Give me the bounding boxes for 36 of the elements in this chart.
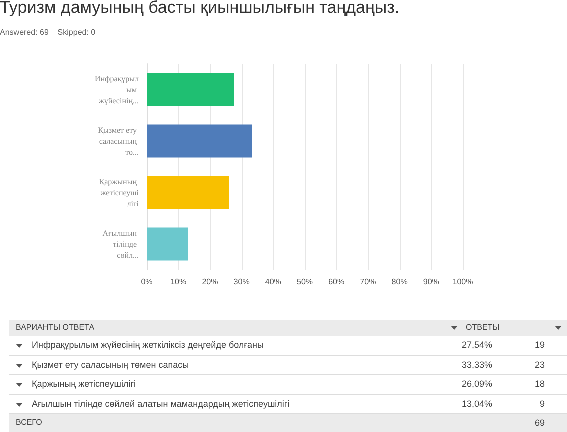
text: ВСЕГО	[16, 418, 42, 427]
text: 26,09%	[462, 379, 493, 389]
text: 19	[534, 340, 545, 350]
y-tick-label: Инфрақұрылым жүйесінің...	[94, 74, 140, 106]
bar	[147, 228, 188, 261]
text: ОТВЕТЫ	[466, 323, 500, 332]
text: 13,04%	[462, 398, 493, 408]
text: ВАРИАНТЫ ОТВЕТА	[16, 323, 95, 332]
y-tick-label: Қаржының жетіспеушілігі	[99, 177, 140, 208]
x-tick-label: 70%	[360, 278, 376, 286]
text: 9	[540, 398, 545, 408]
text: Инфрақұрылым жүйесінің жеткіліксіз деңгейде болғаны	[32, 340, 264, 350]
y-tick-label: Ағылшын тілінде сөйл...	[102, 228, 139, 260]
text: Ағылшын тілінде сөйлей алатын мамандардың жетіспеушілігі	[32, 398, 290, 408]
text: Answered: 69 Skipped: 0	[0, 28, 96, 37]
x-tick-label: 90%	[423, 278, 440, 286]
bar	[147, 124, 252, 158]
text: 23	[534, 360, 545, 370]
x-tick-label: 20%	[202, 278, 218, 286]
text: Қызмет ету саласының төмен сапасы	[32, 360, 190, 370]
x-tick-label: 100%	[452, 278, 474, 286]
x-tick-label: 0%	[141, 278, 153, 286]
text: 27,54%	[462, 340, 493, 350]
x-tick-label: 10%	[170, 278, 187, 286]
bar	[147, 176, 230, 210]
chart-title: Туризм дамуының басты қиыншылығын таңдаңыз.	[0, 0, 400, 18]
y-tick-label: Қызмет ету саласының то...	[98, 126, 139, 157]
x-tick-label: 30%	[234, 278, 250, 286]
x-tick-label: 50%	[296, 278, 314, 286]
bar	[147, 73, 234, 106]
x-tick-label: 40%	[265, 278, 282, 286]
text: 33,33%	[462, 360, 493, 370]
x-tick-label: 80%	[392, 278, 408, 286]
text: 69	[534, 418, 545, 428]
x-tick-label: 60%	[328, 278, 345, 286]
text: 18	[534, 379, 545, 389]
